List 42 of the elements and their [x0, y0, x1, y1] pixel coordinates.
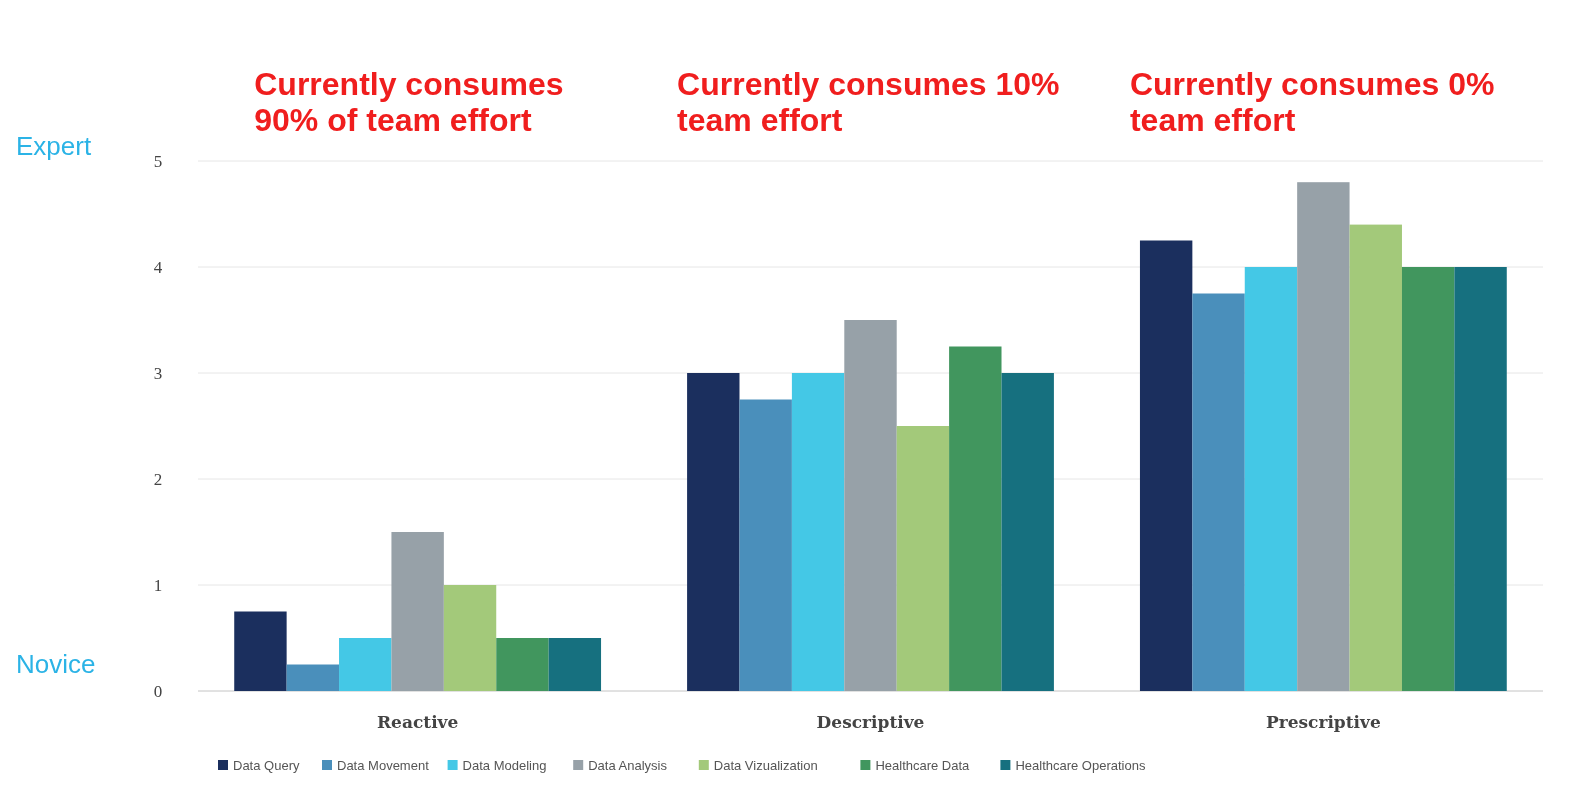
y-tick-label: 2 [153, 469, 163, 489]
bar [496, 638, 549, 691]
bar [391, 532, 444, 691]
bar [1401, 267, 1455, 691]
y-tick-label: 3 [153, 363, 163, 383]
bar [791, 373, 845, 691]
legend-label: Data Analysis [588, 758, 668, 773]
bar [1192, 293, 1245, 691]
bar [1244, 267, 1298, 691]
legend-label: Data Movement [337, 758, 430, 773]
x-tick-label: Descriptive [816, 712, 925, 732]
bar [687, 373, 740, 691]
bar [1001, 373, 1054, 691]
legend-label: Data Query [233, 758, 300, 773]
legend-label: Healthcare Data [875, 758, 971, 773]
bar [339, 638, 392, 691]
bar [1139, 240, 1193, 691]
y-tick-label: 5 [153, 151, 163, 171]
y-tick-label: 4 [153, 257, 163, 277]
bar [234, 611, 287, 691]
text: Currently consumes 0% team effort [1129, 66, 1495, 138]
y-tick-label: 1 [153, 575, 163, 595]
text: Currently consumes 10% team effort [677, 66, 1060, 138]
bar [949, 346, 1002, 691]
bar [739, 399, 792, 691]
bar [844, 320, 897, 691]
text: Currently consumes 90% of team effort [254, 66, 564, 138]
x-tick-label: Prescriptive [1265, 712, 1381, 732]
x-tick-label: Reactive [376, 712, 459, 732]
text: Expert [16, 131, 92, 161]
bar [286, 664, 340, 691]
legend-label: Healthcare Operations [1015, 758, 1146, 773]
bar [548, 638, 602, 691]
bar [443, 585, 497, 691]
y-tick-label: 0 [153, 681, 163, 701]
bar [896, 426, 950, 691]
legend-label: Data Vizualization [713, 758, 818, 773]
bar [1297, 182, 1350, 691]
legend-label: Data Modeling [462, 758, 547, 773]
bar [1349, 224, 1402, 691]
bar [1454, 267, 1507, 691]
text: Novice [16, 649, 96, 679]
